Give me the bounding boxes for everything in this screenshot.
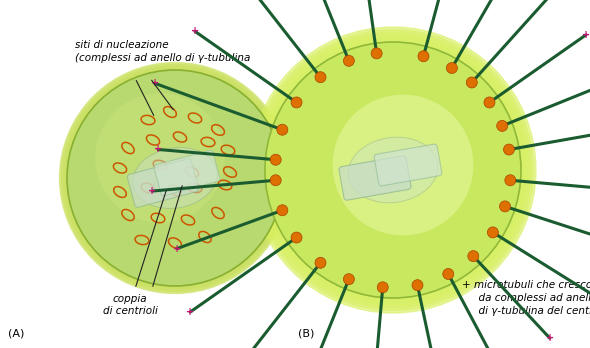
Text: +: + (151, 78, 159, 88)
FancyBboxPatch shape (127, 159, 199, 207)
Circle shape (95, 93, 225, 223)
Circle shape (60, 63, 290, 293)
Circle shape (487, 227, 499, 238)
Text: +: + (582, 30, 590, 40)
Circle shape (503, 144, 514, 155)
Circle shape (253, 30, 533, 310)
Circle shape (315, 257, 326, 268)
Circle shape (442, 268, 454, 279)
Circle shape (291, 97, 302, 108)
FancyBboxPatch shape (374, 144, 442, 186)
Circle shape (447, 63, 457, 73)
Text: coppia
di centrioli: coppia di centrioli (103, 294, 158, 316)
Circle shape (65, 69, 284, 287)
Circle shape (484, 97, 495, 108)
Circle shape (277, 124, 288, 135)
Circle shape (61, 64, 289, 292)
Circle shape (270, 154, 281, 165)
FancyBboxPatch shape (154, 150, 220, 196)
Text: (A): (A) (8, 328, 24, 338)
Circle shape (257, 34, 529, 306)
Text: +: + (173, 244, 181, 254)
Circle shape (255, 32, 531, 308)
Circle shape (466, 77, 477, 88)
Circle shape (505, 175, 516, 186)
Text: +: + (154, 144, 162, 155)
Circle shape (291, 232, 302, 243)
Circle shape (500, 201, 510, 212)
Circle shape (250, 27, 536, 313)
Circle shape (265, 42, 521, 298)
Text: siti di nucleazione: siti di nucleazione (75, 40, 169, 50)
Text: (B): (B) (298, 328, 314, 338)
FancyBboxPatch shape (339, 156, 411, 200)
Circle shape (371, 48, 382, 59)
Circle shape (377, 282, 388, 293)
Circle shape (315, 72, 326, 83)
Circle shape (343, 55, 355, 66)
Text: di γ-tubulina del centrosoma: di γ-tubulina del centrosoma (472, 306, 590, 316)
Circle shape (343, 274, 355, 285)
Circle shape (67, 70, 283, 286)
Text: +: + (191, 26, 199, 37)
Circle shape (63, 65, 287, 291)
Circle shape (418, 51, 429, 62)
Circle shape (497, 120, 507, 132)
Circle shape (270, 175, 281, 186)
Circle shape (277, 205, 288, 216)
Circle shape (468, 251, 479, 262)
Text: (complessi ad anello di γ-tubulina: (complessi ad anello di γ-tubulina (75, 53, 250, 63)
Ellipse shape (348, 137, 438, 203)
Circle shape (412, 280, 423, 291)
Circle shape (263, 40, 523, 301)
Text: +: + (546, 333, 554, 343)
Circle shape (64, 67, 286, 289)
Ellipse shape (133, 148, 217, 208)
Text: +: + (148, 186, 156, 196)
Text: + microtubuli che crescono: + microtubuli che crescono (462, 280, 590, 290)
Circle shape (333, 95, 473, 235)
Text: +: + (186, 307, 194, 317)
Text: da complessi ad anello: da complessi ad anello (472, 293, 590, 303)
Circle shape (260, 37, 526, 303)
